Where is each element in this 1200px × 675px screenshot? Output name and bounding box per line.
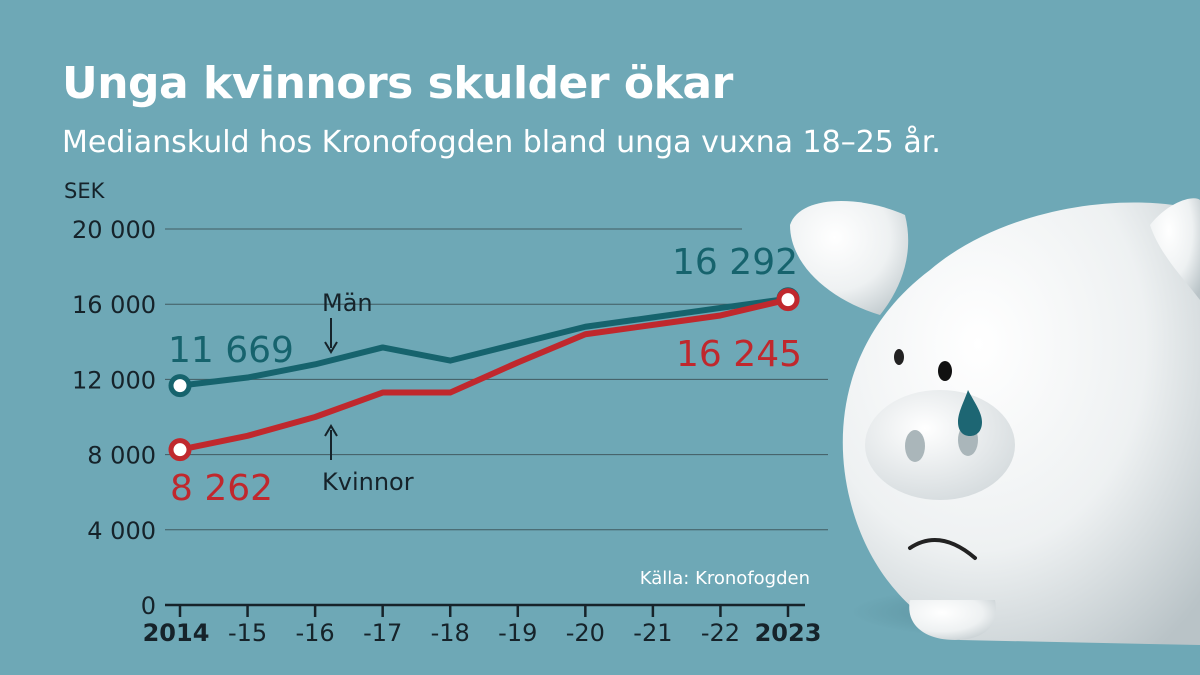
pig-frown	[908, 538, 977, 560]
y-tick-label: 20 000	[72, 216, 156, 244]
y-tick-label: 4 000	[87, 517, 156, 545]
pig-eye-left	[894, 349, 904, 365]
y-tick-label: 12 000	[72, 366, 156, 394]
x-tick-label: -17	[363, 619, 402, 647]
series-layer	[168, 287, 800, 462]
pig-leg-front	[909, 600, 996, 640]
series-name-women: Kvinnor	[322, 468, 414, 496]
arrow-up-icon	[324, 424, 338, 437]
source-note: Källa: Kronofogden	[640, 568, 810, 589]
y-tick-label: 16 000	[72, 291, 156, 319]
pig-ear-right	[1150, 198, 1200, 300]
y-tick-label: 0	[141, 592, 156, 620]
y-axis-unit: SEK	[64, 179, 106, 203]
series-line-women	[177, 296, 791, 453]
data-point-women	[776, 288, 800, 312]
annotations-layer: 11 669 16 292 8 262 16 245 Män Kvinnor	[168, 242, 802, 509]
series-name-men: Män	[322, 289, 373, 317]
x-tick-label: -21	[633, 619, 672, 647]
data-label-men-end: 16 292	[672, 242, 798, 283]
data-point-men	[168, 374, 192, 398]
data-label-men-start: 11 669	[168, 330, 294, 371]
pig-eye-right	[938, 361, 952, 381]
x-tick-label: -22	[701, 619, 740, 647]
chart-subtitle: Medianskuld hos Kronofogden bland unga v…	[62, 125, 941, 160]
teardrop-icon	[958, 390, 982, 436]
x-tick-label: -20	[566, 619, 605, 647]
piggy-bank-illustration	[790, 198, 1200, 645]
series-line-men	[177, 295, 791, 389]
x-tick-label: 2023	[755, 619, 822, 647]
pig-ear-left	[790, 201, 909, 315]
data-label-women-start: 8 262	[170, 468, 273, 509]
y-tick-label: 8 000	[87, 442, 156, 470]
x-tick-label: -19	[498, 619, 537, 647]
data-point-women	[168, 438, 192, 462]
arrow-down-icon	[324, 341, 338, 354]
pig-body	[842, 202, 1200, 645]
x-tick-label: -16	[296, 619, 335, 647]
pig-nostril-left	[905, 430, 925, 462]
x-tick-label: -15	[228, 619, 267, 647]
x-axis: 2014 -15 -16 -17 -18 -19 -20 -21 -22 2023	[143, 603, 822, 647]
pig-snout	[865, 390, 1015, 500]
y-axis: 0 4 000 8 000 12 000 16 000 20 000	[72, 216, 828, 620]
x-tick-label: 2014	[143, 619, 210, 647]
x-tick-label: -18	[431, 619, 470, 647]
data-label-women-end: 16 245	[676, 334, 802, 375]
chart-title: Unga kvinnors skulder ökar	[62, 58, 733, 109]
